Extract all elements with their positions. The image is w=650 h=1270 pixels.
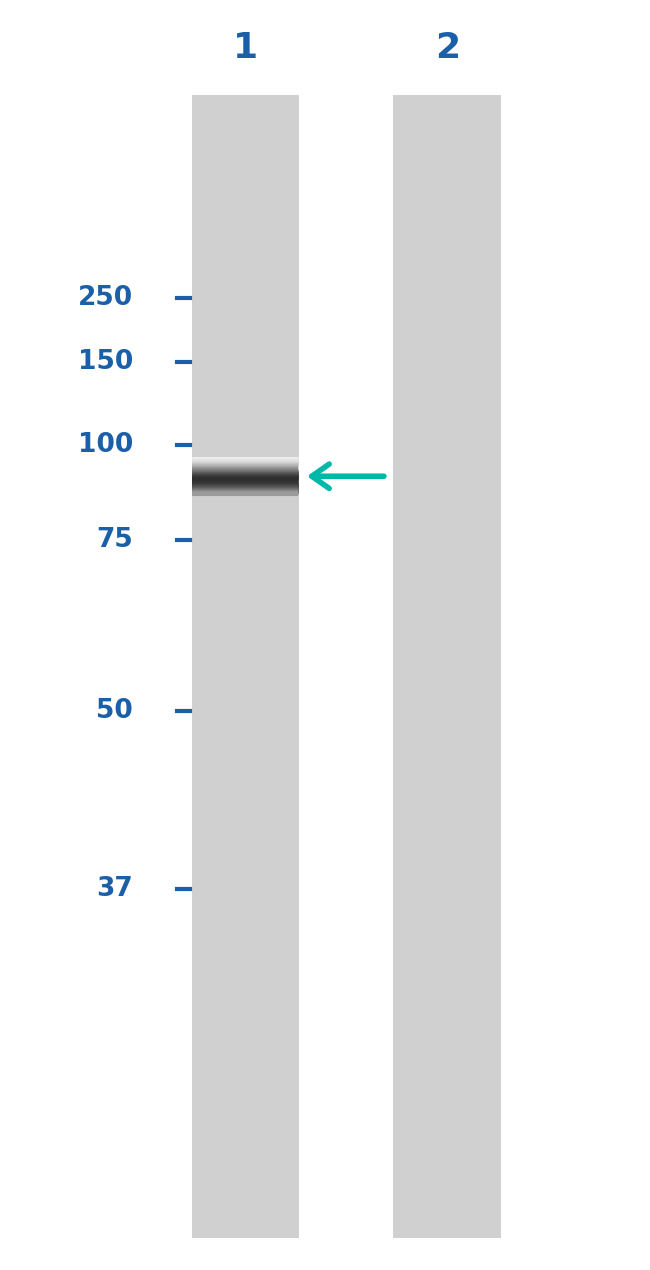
Text: 37: 37 <box>96 876 133 902</box>
Text: 50: 50 <box>96 698 133 724</box>
Text: 1: 1 <box>233 32 258 65</box>
Bar <box>192 95 299 1238</box>
Text: 100: 100 <box>78 432 133 457</box>
Text: 2: 2 <box>435 32 460 65</box>
Bar <box>393 95 500 1238</box>
Text: 250: 250 <box>78 286 133 311</box>
Text: 150: 150 <box>78 349 133 375</box>
Text: 75: 75 <box>96 527 133 552</box>
